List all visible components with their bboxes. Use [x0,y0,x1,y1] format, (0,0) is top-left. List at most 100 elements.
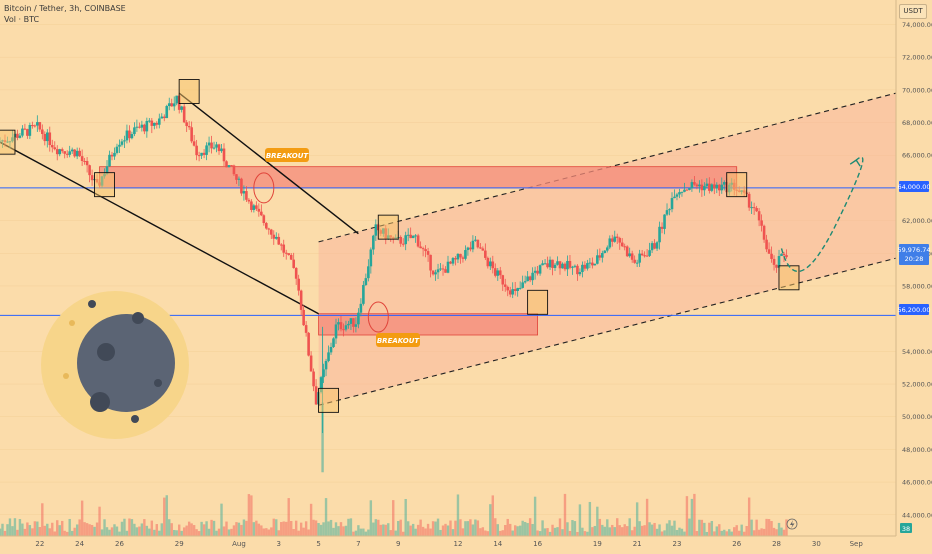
volume-badge: 38 [900,523,912,533]
volume-bar [58,525,61,536]
candle-body [501,275,505,285]
candle-body [78,150,81,157]
volume-bar [715,526,718,536]
volume-bar [66,531,69,536]
currency-unit-button[interactable]: USDT [899,4,927,19]
candle-body [140,124,144,128]
volume-bar [275,519,278,536]
volume-bar [546,528,549,536]
volume-bar [623,524,626,536]
volume-bar [277,530,280,536]
candle-body [43,133,47,142]
volume-bar [48,528,51,536]
volume-bar [123,518,126,536]
volume-bar [655,528,659,536]
volume-bar [285,521,288,536]
volume-bar [459,519,462,536]
volume-bar [738,530,741,536]
volume-bar [53,531,56,536]
candle-body [416,235,420,247]
volume-bar [583,531,587,536]
volume-bar [416,524,420,536]
candle-body [409,234,412,239]
volume-bar [138,526,141,536]
candle-body [265,223,268,229]
candle-body [309,355,313,372]
volume-bar [78,519,81,536]
forecast-path [780,156,864,272]
volume-bar [1,523,4,536]
volume-bar [195,529,198,536]
breakout-badge-bottom: BREAKOUT [376,333,420,347]
volume-bar [650,524,654,536]
volume-bar [728,529,731,536]
candle-body [165,106,169,119]
volume-bar [461,528,465,536]
candle-body [113,152,116,157]
volume-bar [752,530,756,536]
candle-body [660,226,664,229]
candle-body [65,153,69,155]
candle-body [411,235,415,239]
time-tick-label: Sep [850,540,864,548]
price-tick-label: 48,000.00 [902,446,932,454]
volume-bar [499,530,502,536]
candle-body [782,253,786,256]
volume-bar [451,529,455,536]
candle-body [45,132,49,142]
candle-body [571,266,574,268]
volume-bar [321,402,324,473]
volume-bar [324,498,328,536]
volume-bar [75,524,79,536]
volume-bar [618,525,621,536]
candle-body [16,133,19,138]
candle-body [190,127,193,142]
volume-bar [61,520,64,536]
time-axis[interactable]: 22 24 26 29 Aug 3 5 7 9 12 14 16 19 21 23 26 28 30 Sep [35,540,863,548]
candle-body [451,258,455,264]
candle-body [538,265,542,274]
volume-bar [705,531,709,536]
candle-body [172,103,176,107]
current-price-label: 59,976.74 20:28 [897,244,931,265]
candle-body [625,246,629,257]
volume-bar [148,528,151,536]
volume-bar [237,522,241,536]
volume-bar [638,521,641,536]
volume-bar [762,528,766,536]
candle-body [693,182,696,185]
candle-body [785,255,788,258]
candle-body [245,191,248,200]
volume-bar [170,523,173,536]
volume-bar [568,530,572,536]
candle-body [673,196,676,199]
volume-bar [187,521,191,536]
volume-bar [521,520,524,536]
volume-bar [352,531,355,536]
candle-body [252,205,256,210]
volume-bar [354,530,358,536]
countdown-text: 20:28 [905,255,924,263]
candle-body [561,263,564,269]
volume-bar [431,521,435,536]
volume-bar [648,522,651,536]
candle-body [85,161,89,166]
candle-body [680,191,684,193]
volume-bar [566,522,569,536]
candle-body [302,309,305,326]
volume-bar [606,519,609,536]
candle-body [650,243,654,251]
candle-body [227,165,231,168]
candle-body [708,183,711,191]
volume-bar [344,525,348,536]
volume-bar [125,530,129,536]
volume-bar [501,530,504,536]
candle-body [145,120,149,132]
candle-body [160,116,164,119]
candle-body [551,259,554,268]
lightning-icon[interactable] [786,518,798,530]
volume-bar [509,523,512,536]
candle-body [162,116,166,119]
